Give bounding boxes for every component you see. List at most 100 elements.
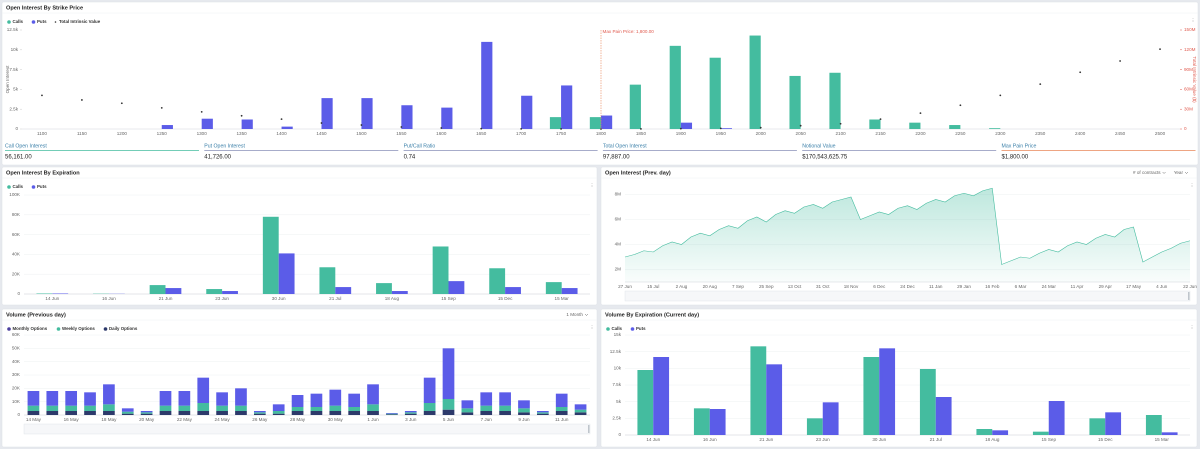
- x-tick-label: 24 May: [215, 417, 231, 422]
- bar-segment: [140, 413, 153, 415]
- legend-label[interactable]: Daily Options: [109, 326, 138, 331]
- y-tick-label: 7.5k: [9, 67, 18, 72]
- x-tick-label: 22 May: [177, 417, 193, 422]
- intrinsic-value-dot: [799, 124, 802, 127]
- menu-dots: ⋮: [1190, 325, 1195, 330]
- legend-label[interactable]: Weekly Options: [62, 326, 95, 331]
- bar-segment: [536, 411, 549, 413]
- x-tick-label: 15 Mar: [555, 296, 570, 301]
- legend-marker: [103, 327, 108, 331]
- legend-label[interactable]: Puts: [37, 184, 47, 189]
- bar-segment: [235, 388, 247, 406]
- dropdown[interactable]: Year: [1174, 170, 1184, 175]
- bar-segment: [178, 411, 191, 415]
- dropdown[interactable]: 1 Month: [566, 312, 583, 317]
- legend-label[interactable]: Calls: [612, 326, 623, 331]
- bar-segment: [216, 392, 228, 406]
- x-tick-label: 13 Oct: [788, 284, 802, 289]
- x-tick-label: 3 Jun: [405, 417, 417, 422]
- x-tick-label: 2200: [915, 131, 926, 136]
- x-tick-label: 1750: [556, 131, 567, 136]
- bar-segment: [253, 411, 266, 413]
- intrinsic-value-dot: [679, 127, 682, 130]
- navigator[interactable]: [624, 290, 1191, 302]
- navigator-handle[interactable]: [588, 425, 590, 433]
- bar-segment: [555, 407, 568, 411]
- bar-segment: [574, 404, 587, 410]
- x-tick-label: 30 May: [328, 417, 344, 422]
- bar-segment: [178, 391, 191, 406]
- y-tick-label: 12.5k: [7, 27, 19, 32]
- bar: [1048, 401, 1065, 435]
- x-tick-label: 26 May: [252, 417, 268, 422]
- x-tick-label: 11 Apr: [1071, 284, 1084, 289]
- bar-segment: [159, 411, 172, 415]
- intrinsic-value-dot: [560, 128, 562, 130]
- bar: [935, 397, 952, 435]
- bar: [401, 105, 413, 129]
- intrinsic-value-dot: [280, 118, 283, 120]
- x-tick-label: 5 Jun: [443, 417, 455, 422]
- bar: [989, 128, 1001, 129]
- bar: [822, 402, 839, 435]
- stat-label: Put Open Interest: [204, 143, 245, 149]
- bar: [201, 118, 213, 129]
- x-tick-label: 15 Mar: [1155, 437, 1170, 442]
- x-tick-label: 2050: [796, 131, 807, 136]
- bar: [709, 409, 726, 435]
- bar-segment: [423, 377, 436, 403]
- x-tick-label: 7 Jun: [481, 417, 493, 422]
- x-tick-label: 1200: [117, 131, 128, 136]
- x-tick-label: 30 Jun: [272, 296, 286, 301]
- y-tick-label: 100K: [9, 192, 21, 197]
- navigator-handle[interactable]: [1188, 292, 1190, 300]
- legend-label[interactable]: Puts: [37, 19, 47, 24]
- menu-dots: ⋮: [590, 183, 595, 188]
- y-tick-label: 2.5k: [9, 106, 18, 111]
- legend-label[interactable]: Total Intrinsic Value: [59, 19, 101, 24]
- intrinsic-value-dot: [759, 126, 762, 129]
- bar-segment: [367, 411, 379, 415]
- bar-segment: [386, 413, 398, 414]
- bar: [149, 285, 166, 294]
- x-tick-label: 2300: [995, 131, 1006, 136]
- bar-segment: [480, 411, 493, 415]
- x-tick-label: 1450: [316, 131, 327, 136]
- x-tick-label: 1850: [636, 131, 647, 136]
- bar-segment: [84, 405, 96, 411]
- intrinsic-value-dot: [640, 128, 642, 130]
- x-tick-label: 20 May: [139, 417, 155, 422]
- stat-value: $1,800.00: [1002, 155, 1029, 161]
- panel: [1, 166, 598, 306]
- menu-dots: ⋮: [1190, 183, 1195, 188]
- bar-segment: [348, 407, 361, 411]
- intrinsic-value-dot: [959, 104, 962, 107]
- chart-title: Open Interest By Expiration: [6, 170, 80, 176]
- bar-segment: [65, 411, 78, 415]
- x-tick-label: 20 Aug: [703, 284, 718, 289]
- legend-label[interactable]: Puts: [636, 326, 646, 331]
- legend-label[interactable]: Monthly Options: [13, 326, 48, 331]
- x-tick-label: 24 Dec: [900, 284, 915, 289]
- legend-label[interactable]: Calls: [13, 184, 24, 189]
- y2-tick-label: 60M: [1184, 87, 1193, 92]
- legend-label[interactable]: Calls: [13, 19, 24, 24]
- bar-segment: [291, 395, 304, 407]
- bar-segment: [291, 411, 304, 415]
- dropdown[interactable]: # of contracts: [1133, 170, 1161, 175]
- x-tick-label: 27 Jun: [618, 284, 632, 289]
- bar: [879, 348, 896, 435]
- bar: [863, 357, 880, 435]
- x-tick-label: 15 Sep: [441, 296, 456, 301]
- bar: [919, 369, 936, 435]
- navigator[interactable]: [23, 423, 591, 435]
- x-tick-label: 31 Oct: [816, 284, 830, 289]
- x-tick-label: 21 Jul: [329, 296, 341, 301]
- bar: [949, 125, 961, 129]
- bar-segment: [329, 411, 342, 415]
- stat-value: 97,887.00: [603, 155, 630, 161]
- legend-marker: [7, 20, 11, 24]
- dropdown-chevron: [584, 313, 589, 316]
- x-tick-label: 29 Apr: [1099, 284, 1113, 289]
- bar-segment: [272, 404, 285, 411]
